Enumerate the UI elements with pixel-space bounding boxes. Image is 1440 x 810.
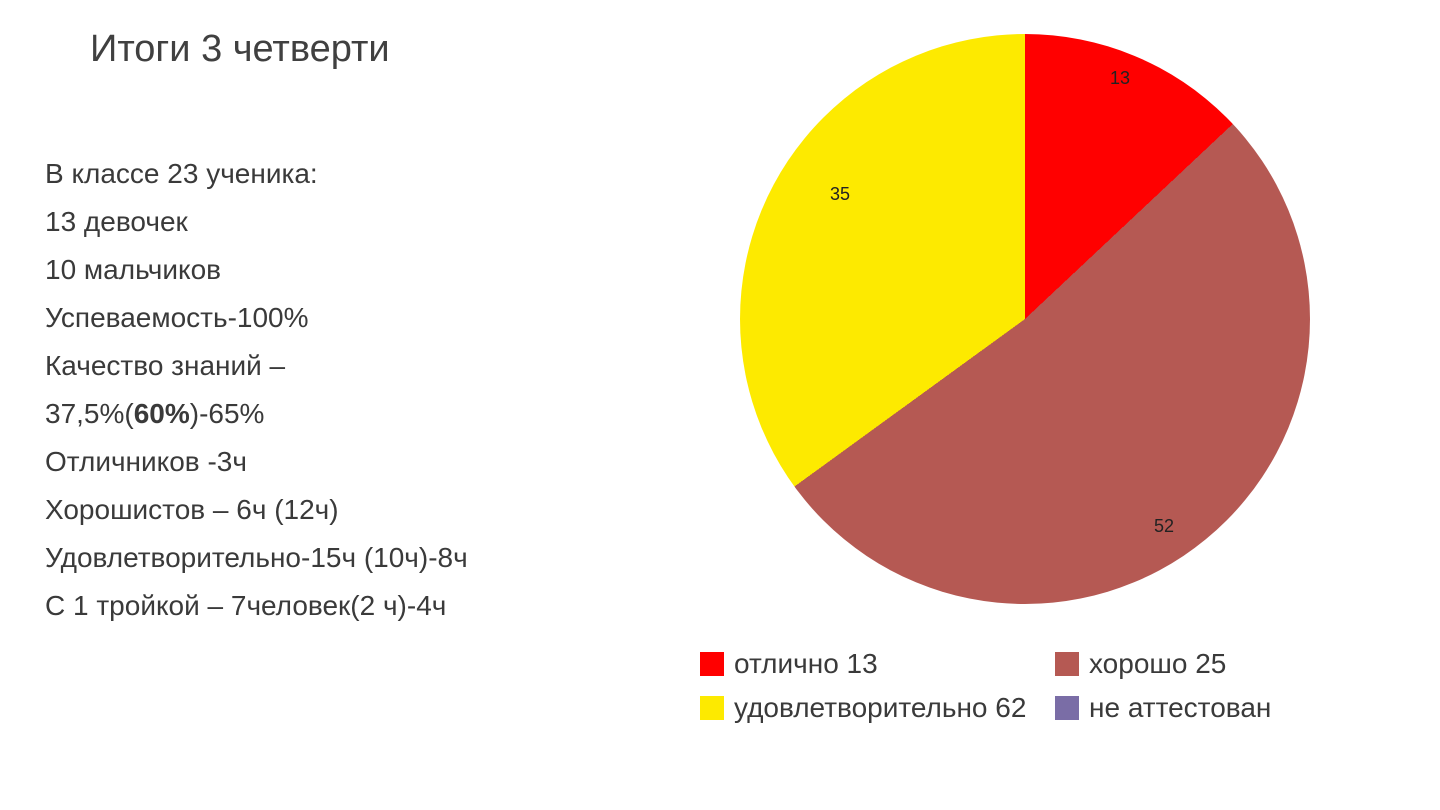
- body-line: 37,5%(60%)-65%: [45, 390, 468, 438]
- body-line-suffix: )-65%: [190, 398, 265, 429]
- pie-chart: 13 52 35 отлично 13 хорошо 25 удовлетворител…: [680, 18, 1400, 778]
- legend-swatch: [1055, 696, 1079, 720]
- legend-item: хорошо 25: [1055, 648, 1400, 680]
- body-line: С 1 тройкой – 7человек(2 ч)-4ч: [45, 582, 468, 630]
- body-line: В классе 23 ученика:: [45, 150, 468, 198]
- body-text: В классе 23 ученика:13 девочек10 мальчик…: [45, 150, 468, 630]
- legend-label: хорошо 25: [1089, 648, 1226, 680]
- legend-label: отлично 13: [734, 648, 878, 680]
- legend-label: удовлетворительно 62: [734, 692, 1026, 724]
- body-line: Хорошистов – 6ч (12ч): [45, 486, 468, 534]
- body-line: 13 девочек: [45, 198, 468, 246]
- body-line-prefix: 37,5%(: [45, 398, 134, 429]
- legend-label: не аттестован: [1089, 692, 1271, 724]
- legend-swatch: [1055, 652, 1079, 676]
- pie-slice-label: 13: [1110, 68, 1130, 89]
- legend-item: удовлетворительно 62: [700, 692, 1045, 724]
- body-line: 10 мальчиков: [45, 246, 468, 294]
- chart-legend: отлично 13 хорошо 25 удовлетворительно 62 н…: [700, 648, 1400, 724]
- slide: Итоги 3 четверти В классе 23 ученика:13 …: [0, 0, 1440, 810]
- pie-disc: [740, 34, 1310, 604]
- legend-item: не аттестован: [1055, 692, 1400, 724]
- legend-item: отлично 13: [700, 648, 1045, 680]
- pie-wrap: 13 52 35: [740, 18, 1340, 618]
- body-line: Качество знаний –: [45, 342, 468, 390]
- body-line-bold: 60%: [134, 398, 190, 429]
- pie-slice-label: 52: [1154, 516, 1174, 537]
- legend-swatch: [700, 696, 724, 720]
- page-title: Итоги 3 четверти: [90, 28, 390, 71]
- body-line: Отличников -3ч: [45, 438, 468, 486]
- body-line: Успеваемость-100%: [45, 294, 468, 342]
- legend-swatch: [700, 652, 724, 676]
- pie-slice-label: 35: [830, 184, 850, 205]
- body-line: Удовлетворительно-15ч (10ч)-8ч: [45, 534, 468, 582]
